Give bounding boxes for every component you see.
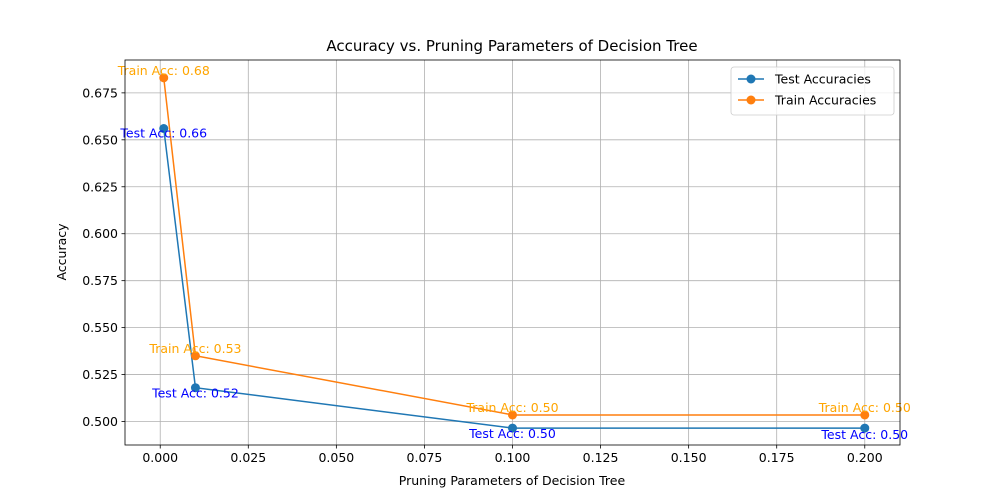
x-tick-label: 0.175 (759, 450, 795, 465)
data-label: Test Acc: 0.66 (119, 126, 207, 141)
y-tick-label: 0.600 (82, 226, 118, 241)
legend-marker-test (746, 74, 756, 84)
data-point (508, 423, 517, 433)
data-point (190, 351, 200, 361)
x-tick-label: 0.200 (847, 450, 883, 465)
x-tick-label: 0.025 (230, 450, 266, 465)
legend-marker-train (746, 95, 756, 105)
data-label: Test Acc: 0.52 (151, 386, 239, 401)
series-layer (159, 73, 870, 433)
x-tick-label: 0.100 (495, 450, 531, 465)
y-tick-label: 0.550 (82, 320, 118, 335)
data-label: Train Acc: 0.50 (818, 400, 911, 415)
data-point (860, 423, 870, 433)
data-point (159, 73, 169, 83)
y-tick-label: 0.525 (82, 367, 118, 382)
data-label: Test Acc: 0.50 (820, 427, 908, 442)
series-line-0 (163, 128, 865, 429)
y-tick-label: 0.650 (82, 132, 118, 147)
legend-label-train: Train Accuracies (774, 93, 876, 108)
data-point (860, 410, 870, 420)
data-label: Train Acc: 0.68 (117, 63, 210, 78)
data-label: Train Acc: 0.50 (465, 400, 558, 415)
y-tick-label: 0.675 (82, 85, 118, 100)
x-tick-label: 0.075 (407, 450, 443, 465)
data-point (508, 410, 517, 420)
y-axis-label: Accuracy (54, 223, 69, 281)
legend-label-test: Test Accuracies (774, 72, 871, 87)
x-tick-label: 0.125 (583, 450, 619, 465)
grid (125, 60, 900, 445)
chart-title: Accuracy vs. Pruning Parameters of Decis… (326, 37, 697, 55)
y-tick-label: 0.500 (82, 414, 118, 429)
y-tick-label: 0.575 (82, 273, 118, 288)
data-point (190, 383, 200, 393)
x-tick-label: 0.150 (671, 450, 707, 465)
data-label: Test Acc: 0.50 (468, 426, 556, 441)
annotation-layer: Test Acc: 0.66 Test Acc: 0.52 Test Acc: 0.… (117, 63, 911, 442)
data-label: Train Acc: 0.53 (148, 341, 241, 356)
x-tick-label: 0.000 (142, 450, 178, 465)
x-tick-label: 0.050 (318, 450, 354, 465)
x-axis-label: Pruning Parameters of Decision Tree (399, 473, 626, 488)
legend: Test Accuracies Train Accuracies (730, 66, 895, 116)
tick-layer: 0.000 0.025 0.050 0.075 0.100 0.125 0.150 0.175… (82, 85, 883, 465)
series-line-1 (163, 77, 865, 416)
data-point (159, 124, 169, 134)
legend-box (730, 66, 895, 116)
y-tick-label: 0.625 (82, 179, 118, 194)
